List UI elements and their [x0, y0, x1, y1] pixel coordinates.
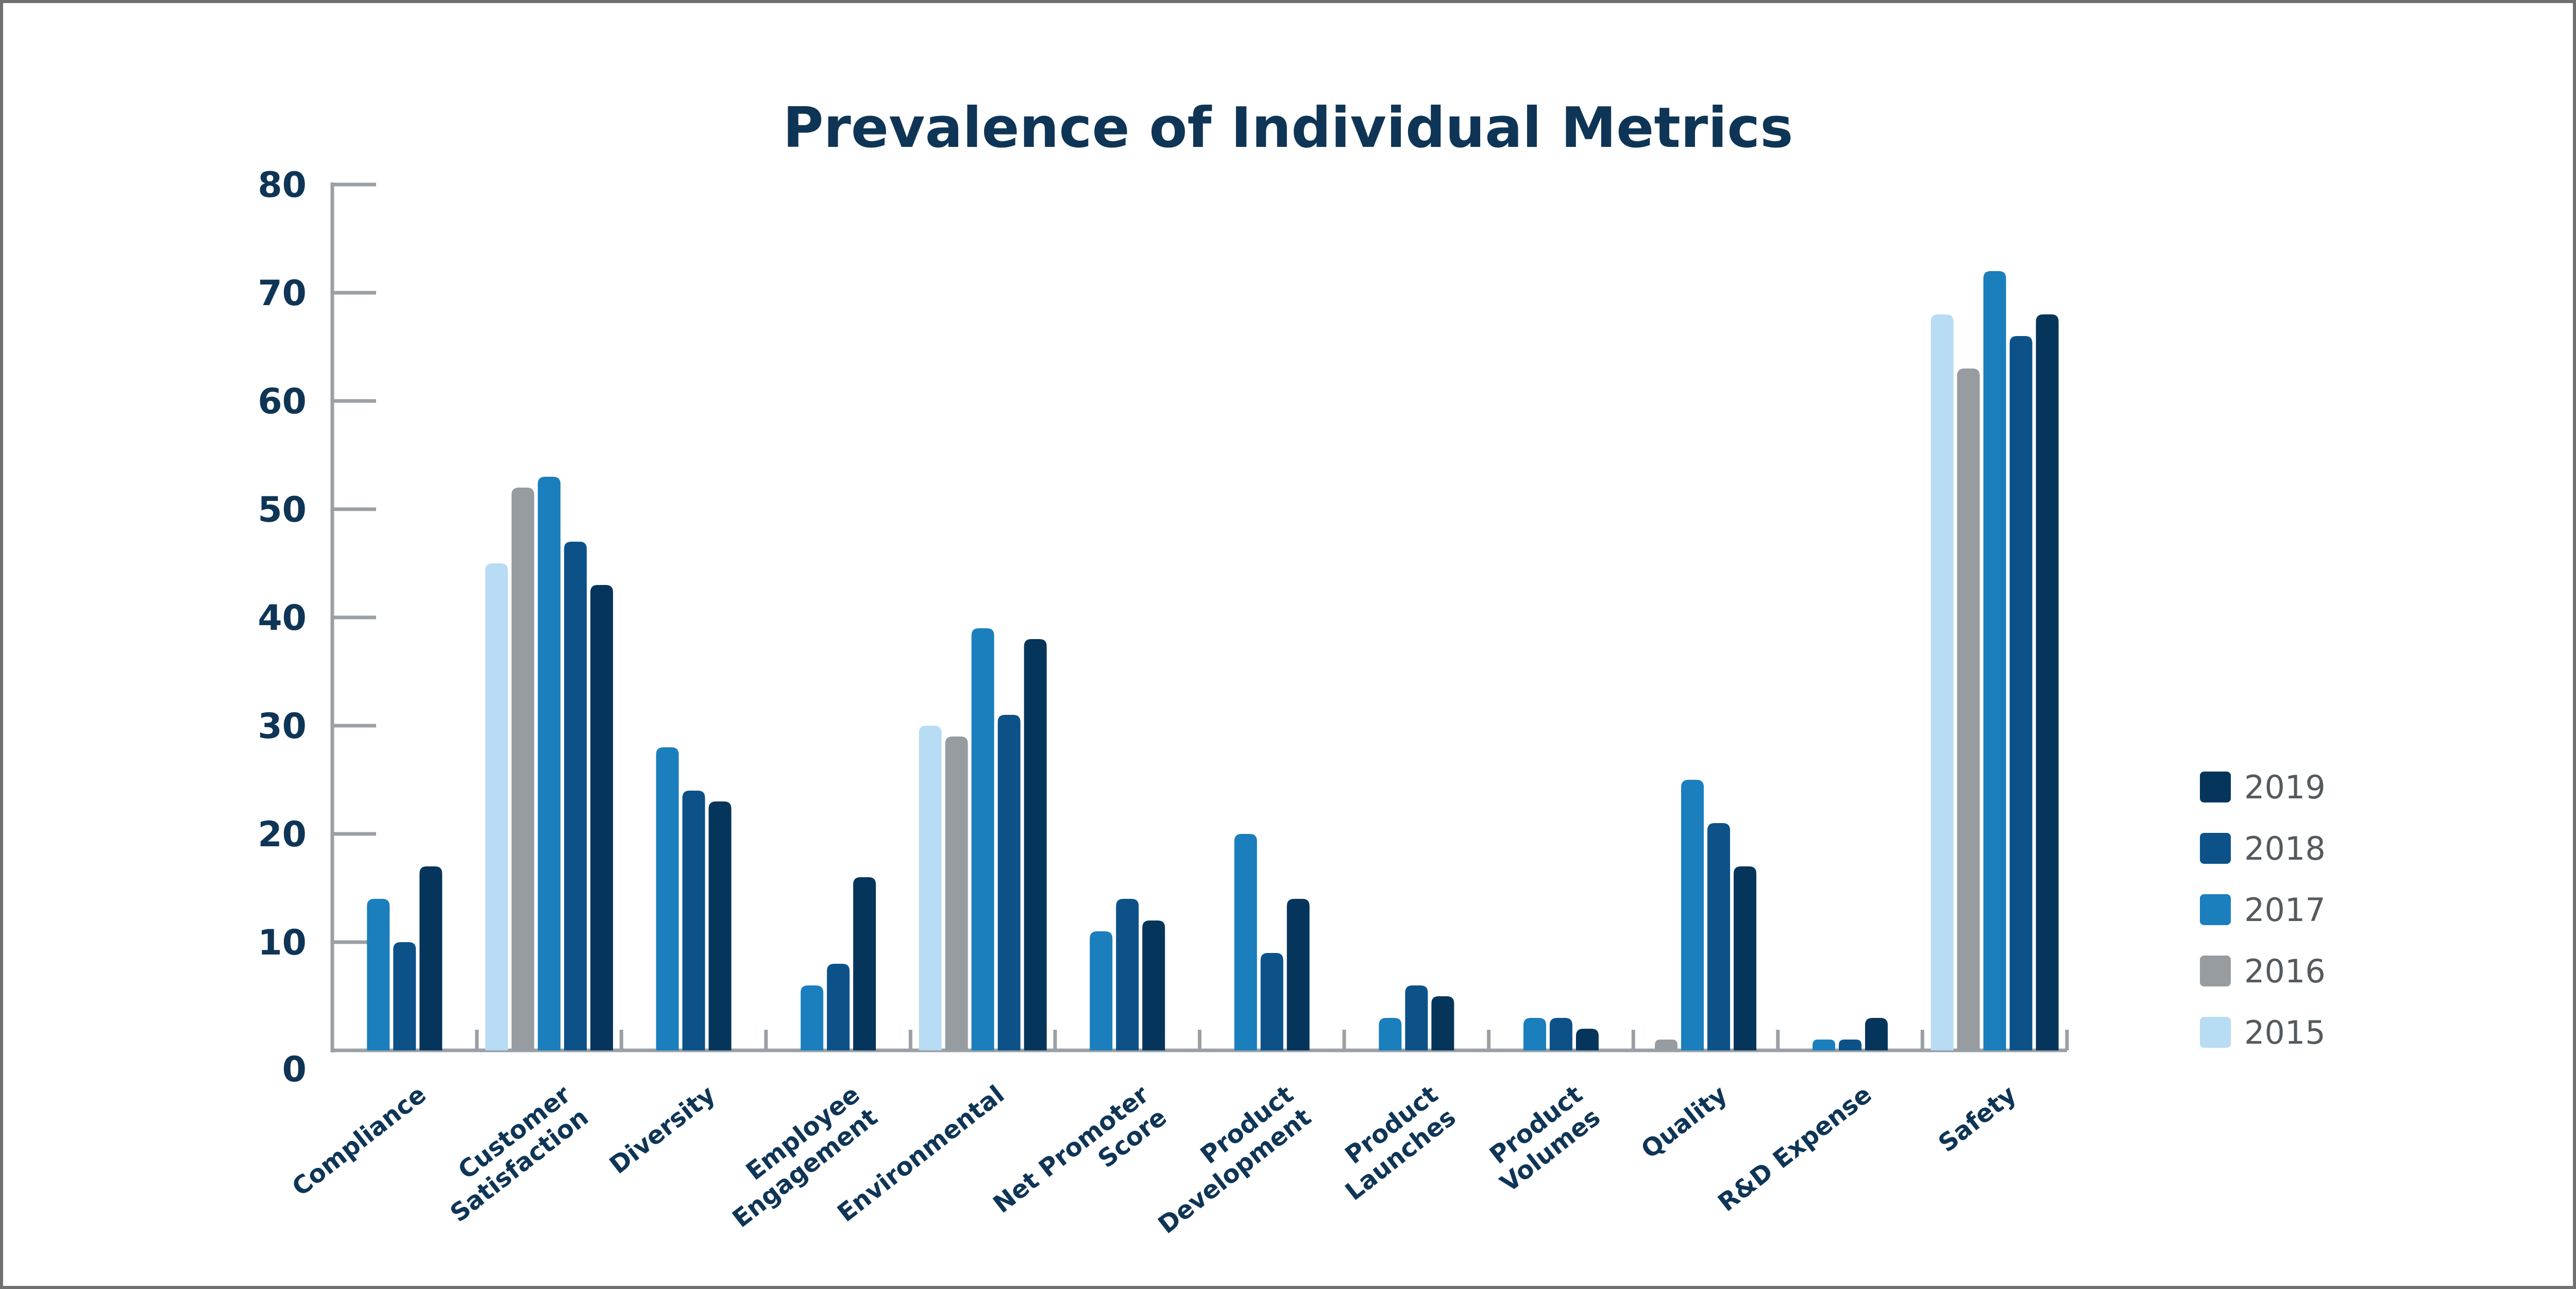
bar-compliance-2019: [419, 866, 443, 1050]
bar-product-development-2019: [1286, 899, 1310, 1050]
legend-label-2015: 2015: [2244, 1014, 2326, 1051]
bar-product-launches-2017: [1379, 1018, 1402, 1050]
bar-compliance-2018: [393, 942, 416, 1050]
chart-title: Prevalence of Individual Metrics: [783, 96, 1793, 160]
bar-employee-engagement-2017: [801, 985, 824, 1050]
x-axis: [332, 1030, 2069, 1052]
bar-compliance-2017: [367, 899, 390, 1050]
legend-label-2019: 2019: [2244, 768, 2326, 806]
bar-net-promoter-score-2019: [1142, 920, 1165, 1050]
legend-swatch-2015: [2200, 1017, 2231, 1048]
bar-safety-2017: [1983, 271, 2006, 1050]
y-tick-label: 0: [282, 1049, 307, 1090]
legend-swatch-2017: [2200, 894, 2231, 925]
bar-quality-2017: [1681, 780, 1704, 1050]
x-tick-label-net-promoter-score: Net PromoterScore: [988, 1080, 1172, 1242]
bar-environmental-2018: [997, 715, 1021, 1050]
y-axis: 0 10 20 30 40 50 60 70 80: [258, 165, 376, 1090]
y-tick-label: 40: [258, 598, 307, 639]
x-tick-label-compliance: Compliance: [287, 1080, 432, 1202]
bar-environmental-2016: [945, 736, 968, 1050]
bar-customer-satisfaction-2019: [590, 585, 613, 1050]
bar-environmental-2015: [919, 726, 942, 1050]
bar-diversity-2018: [682, 791, 705, 1050]
bar-employee-engagement-2019: [853, 877, 876, 1050]
x-tick-label-product-launches: ProductLaunches: [1322, 1080, 1461, 1206]
bars: [367, 271, 2059, 1050]
x-tick-label-customer-satisfaction: CustomerSatisfaction: [427, 1080, 594, 1228]
y-tick-label: 60: [258, 381, 307, 422]
legend-label-2017: 2017: [2244, 891, 2326, 929]
bar-diversity-2019: [708, 801, 732, 1050]
x-tick-label-quality: Quality: [1636, 1080, 1733, 1164]
bar-product-development-2017: [1234, 834, 1257, 1050]
bar-quality-2019: [1734, 866, 1757, 1050]
y-tick-label: 20: [258, 814, 307, 855]
bar-net-promoter-score-2017: [1090, 931, 1113, 1050]
legend-swatch-2016: [2200, 956, 2231, 986]
bar-product-volumes-2019: [1575, 1029, 1599, 1050]
bar-product-volumes-2018: [1549, 1018, 1572, 1050]
bar-customer-satisfaction-2017: [537, 477, 561, 1050]
bar-customer-satisfaction-2015: [485, 563, 508, 1050]
y-tick-label: 80: [258, 165, 307, 206]
x-tick-label-product-development: ProductDevelopment: [1135, 1080, 1316, 1240]
bar-product-volumes-2017: [1523, 1018, 1546, 1050]
bar-safety-2018: [2009, 336, 2032, 1050]
bar-quality-2018: [1707, 823, 1731, 1050]
legend-swatch-2019: [2200, 772, 2231, 802]
x-tick-label-r-d-expense: R&D Expense: [1713, 1080, 1877, 1217]
bar-product-development-2018: [1260, 953, 1283, 1050]
bar-employee-engagement-2018: [827, 964, 850, 1050]
legend: 2019 2018 2017 2016 2015: [2200, 768, 2326, 1051]
bar-product-launches-2019: [1431, 996, 1454, 1050]
bar-r-d-expense-2017: [1812, 1040, 1836, 1050]
legend-swatch-2018: [2200, 833, 2231, 864]
bar-safety-2015: [1930, 314, 1954, 1050]
y-tick-label: 70: [258, 273, 307, 314]
bar-net-promoter-score-2018: [1116, 899, 1139, 1050]
bar-environmental-2019: [1024, 639, 1047, 1050]
legend-label-2018: 2018: [2244, 830, 2326, 867]
y-tick-label: 10: [258, 923, 307, 963]
bar-quality-2016: [1655, 1040, 1678, 1050]
bar-customer-satisfaction-2016: [511, 488, 534, 1050]
y-tick-label: 50: [258, 490, 307, 530]
legend-label-2016: 2016: [2244, 952, 2326, 990]
bar-safety-2016: [1957, 369, 1980, 1050]
bar-environmental-2017: [971, 628, 994, 1050]
bar-diversity-2017: [656, 747, 679, 1050]
x-tick-label-diversity: Diversity: [604, 1080, 721, 1180]
bar-safety-2019: [2036, 314, 2059, 1050]
bar-r-d-expense-2018: [1839, 1040, 1862, 1050]
bar-r-d-expense-2019: [1865, 1018, 1888, 1050]
x-tick-label-safety: Safety: [1933, 1080, 2022, 1158]
bar-product-launches-2018: [1405, 985, 1428, 1050]
x-axis-labels: Compliance CustomerSatisfaction Diversity E…: [287, 1080, 2022, 1242]
x-tick-label-product-volumes: ProductVolumes: [1477, 1080, 1606, 1198]
bar-customer-satisfaction-2018: [564, 542, 587, 1050]
y-tick-label: 30: [258, 706, 307, 747]
